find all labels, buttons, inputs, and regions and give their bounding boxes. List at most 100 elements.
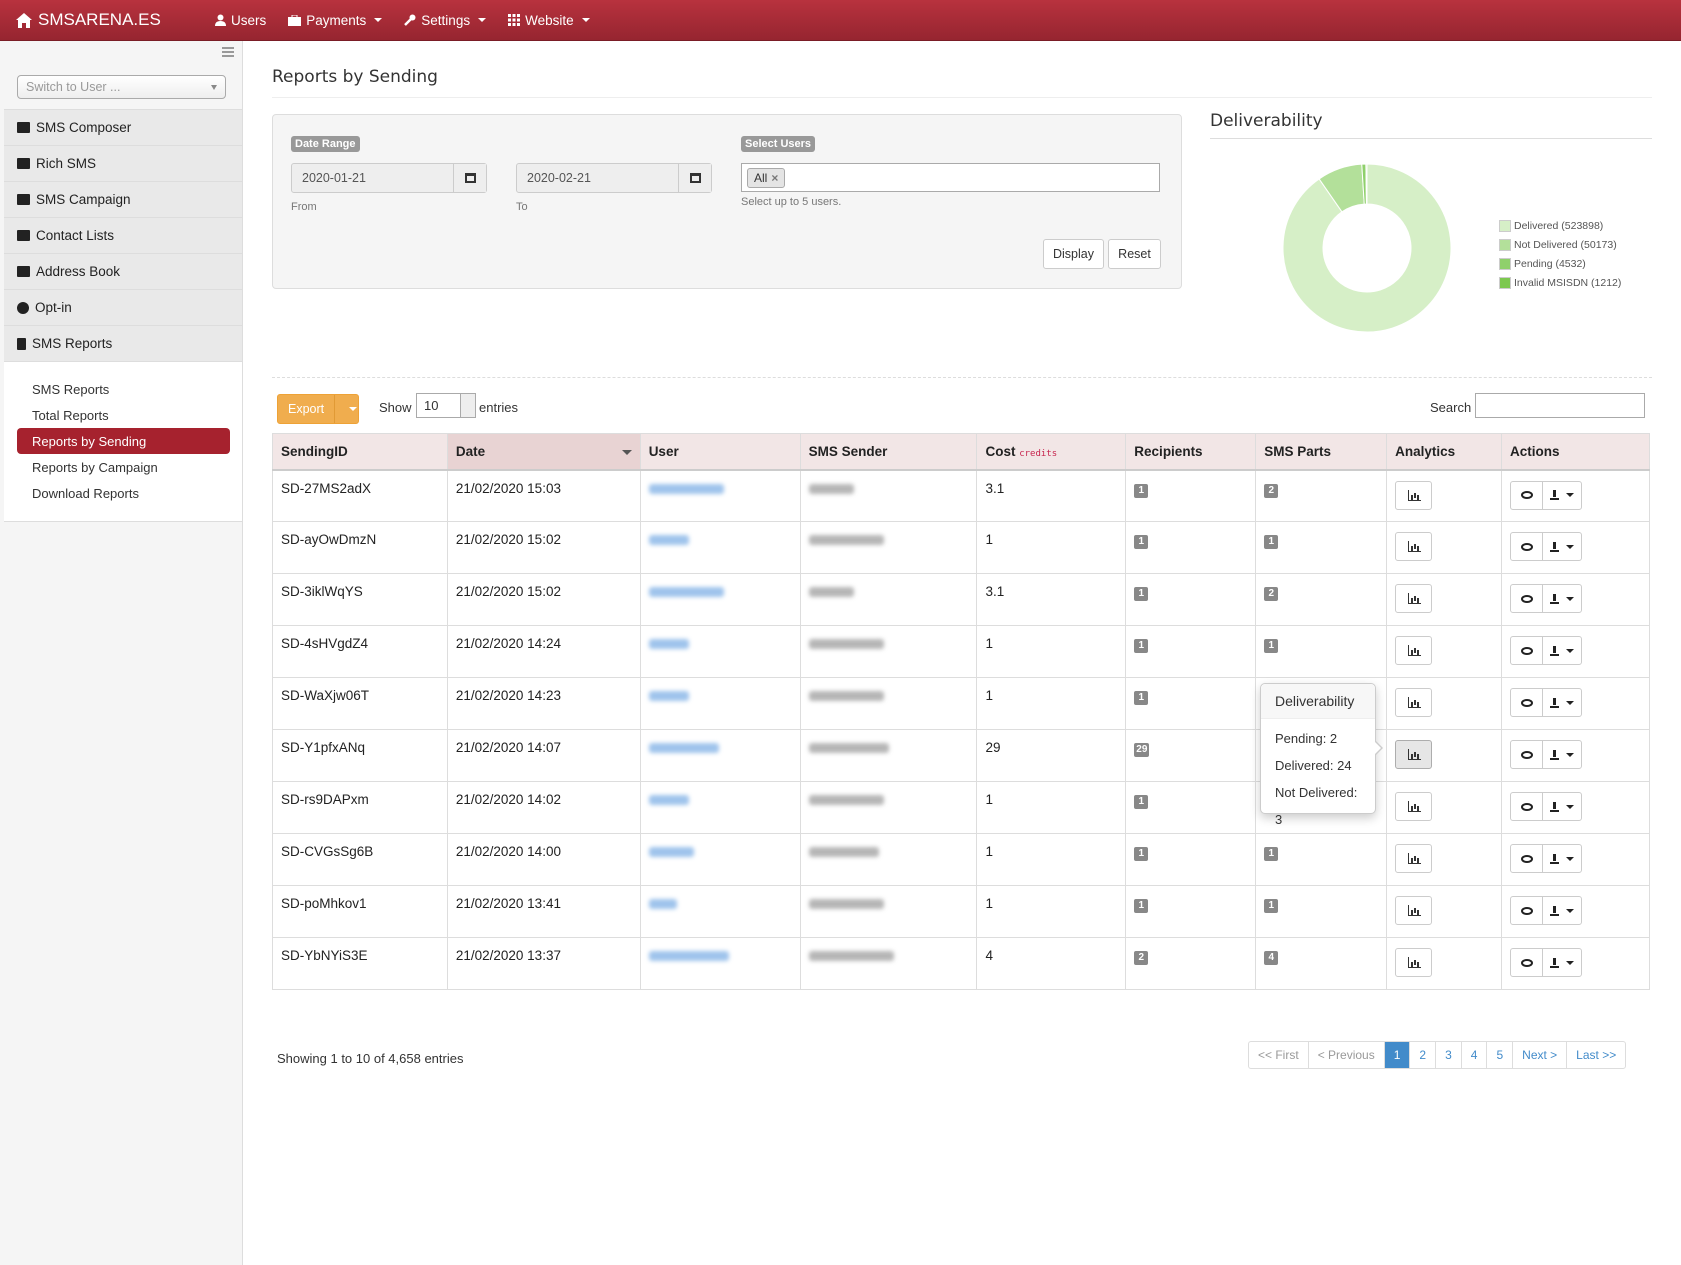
calendar-icon[interactable] [678,164,711,192]
analytics-button[interactable] [1395,896,1433,925]
col-sendingid[interactable]: SendingID [272,433,448,471]
switch-user-select[interactable]: Switch to User ... [17,75,226,99]
view-button[interactable] [1511,897,1544,924]
cell-user[interactable] [639,469,801,522]
cell-user[interactable] [639,833,801,886]
view-button[interactable] [1511,481,1544,509]
redacted-user-link[interactable] [648,899,677,909]
view-button[interactable] [1511,741,1544,768]
sidebar-item-address-book[interactable]: Address Book [4,253,242,289]
view-button[interactable] [1511,637,1544,664]
analytics-button[interactable] [1395,740,1433,769]
redacted-user-link[interactable] [648,483,724,494]
page-3[interactable]: 3 [1435,1042,1461,1068]
nav-payments[interactable]: Payments [288,13,383,28]
analytics-button[interactable] [1395,532,1433,561]
download-dropdown-button[interactable] [1543,793,1581,820]
submenu-download-reports[interactable]: Download Reports [32,485,139,501]
analytics-button[interactable] [1395,948,1433,977]
sidebar-item-opt-in[interactable]: Opt-in [4,289,242,325]
view-button[interactable] [1511,689,1544,716]
analytics-button[interactable] [1395,584,1433,613]
cell-cost: 1 [976,625,1127,678]
sidebar-item-sms-reports[interactable]: SMS Reports [4,325,242,361]
export-dropdown-toggle[interactable] [334,395,358,423]
cell-user[interactable] [639,677,801,730]
submenu-sms-reports[interactable]: SMS Reports [32,381,110,397]
page-previous[interactable]: < Previous [1307,1042,1384,1068]
cell-user[interactable] [639,781,801,834]
redacted-user-link[interactable] [648,639,689,649]
cell-user[interactable] [639,729,801,782]
download-dropdown-button[interactable] [1543,949,1581,976]
view-button[interactable] [1511,845,1544,872]
sidebar-item-sms-composer[interactable]: SMS Composer [4,109,242,145]
col-cost[interactable]: Cost credits [976,433,1127,471]
download-dropdown-button[interactable] [1543,897,1581,924]
submenu-reports-by-sending[interactable]: Reports by Sending [17,428,230,454]
page-2[interactable]: 2 [1409,1042,1435,1068]
redacted-user-link[interactable] [648,847,694,857]
users-select-input[interactable]: All × [741,163,1160,192]
reset-button[interactable]: Reset [1108,239,1161,269]
search-input[interactable] [1475,393,1645,418]
nav-users[interactable]: Users [215,13,266,28]
page-first[interactable]: << First [1258,1048,1299,1062]
col-user[interactable]: User [639,433,801,471]
analytics-button[interactable] [1395,636,1433,665]
analytics-button[interactable] [1395,480,1433,510]
download-dropdown-button[interactable] [1543,637,1581,664]
download-dropdown-button[interactable] [1543,533,1581,560]
col-date[interactable]: Date [446,433,641,471]
col-sms-sender[interactable]: SMS Sender [799,433,978,471]
sidebar-item-rich-sms[interactable]: Rich SMS [4,145,242,181]
close-icon[interactable]: × [771,171,779,185]
submenu-total-reports[interactable]: Total Reports [32,407,109,423]
view-button[interactable] [1511,585,1544,612]
cell-user[interactable] [639,885,801,938]
redacted-user-link[interactable] [648,743,719,753]
brand-link[interactable]: SMSARENA.ES [0,10,215,30]
entries-select[interactable]: 10 [416,393,476,418]
view-button[interactable] [1511,949,1544,976]
submenu-reports-by-campaign[interactable]: Reports by Campaign [32,459,158,475]
download-dropdown-button[interactable] [1543,482,1581,509]
download-dropdown-button[interactable] [1543,741,1581,768]
export-button[interactable]: Export [277,394,359,424]
display-button[interactable]: Display [1043,239,1104,269]
donut-slice-0[interactable] [1282,163,1452,333]
col-recipients[interactable]: Recipients [1125,433,1257,471]
analytics-button[interactable] [1395,688,1433,717]
cell-user[interactable] [639,573,801,626]
nav-settings[interactable]: Settings [404,13,487,28]
download-dropdown-button[interactable] [1543,689,1581,716]
page-5[interactable]: 5 [1486,1042,1512,1068]
redacted-user-link[interactable] [648,587,724,597]
sidebar-item-contact-lists[interactable]: Contact Lists [4,217,242,253]
page-next[interactable]: Next > [1512,1042,1566,1068]
calendar-icon[interactable] [453,164,486,192]
page-last[interactable]: Last >> [1566,1042,1625,1068]
cell-user[interactable] [639,521,801,574]
page-1[interactable]: 1 [1383,1042,1410,1068]
sidebar-item-sms-campaign[interactable]: SMS Campaign [4,181,242,217]
cell-user[interactable] [639,625,801,678]
analytics-button[interactable] [1395,844,1433,873]
col-sms-parts[interactable]: SMS Parts [1255,433,1388,471]
date-to-input[interactable]: 2020-02-21 [516,163,712,193]
view-button[interactable] [1511,793,1544,820]
download-dropdown-button[interactable] [1543,585,1581,612]
nav-website[interactable]: Website [508,13,590,28]
analytics-button[interactable] [1395,792,1433,821]
redacted-user-link[interactable] [648,795,689,805]
redacted-user-link[interactable] [648,691,689,701]
redacted-user-link[interactable] [648,951,729,961]
redacted-user-link[interactable] [648,535,689,545]
donut-slice-3[interactable] [1365,163,1368,205]
date-from-input[interactable]: 2020-01-21 [291,163,487,193]
sidebar-collapse-icon[interactable] [222,47,234,57]
page-4[interactable]: 4 [1460,1042,1487,1068]
download-dropdown-button[interactable] [1543,845,1581,872]
cell-user[interactable] [639,937,801,990]
view-button[interactable] [1511,533,1544,560]
